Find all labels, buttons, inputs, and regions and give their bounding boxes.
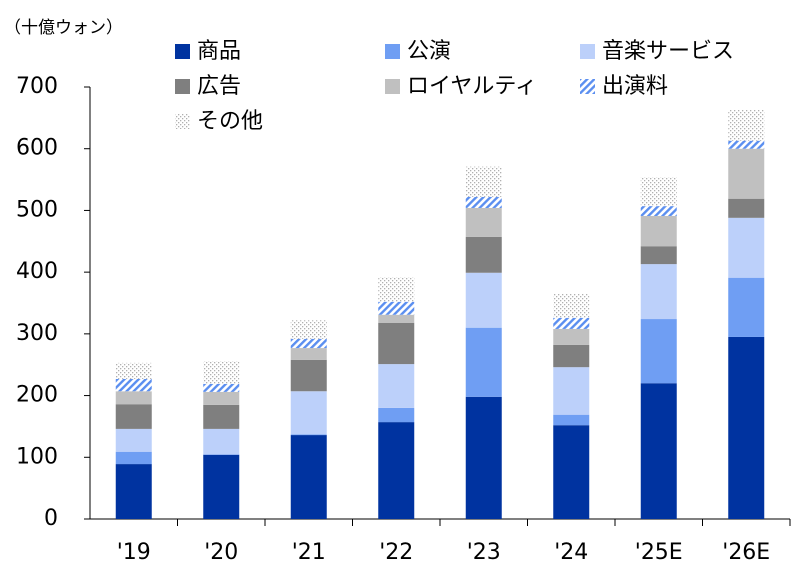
legend-swatch [175, 114, 190, 129]
legend-swatch [385, 79, 400, 94]
bar-segment [728, 109, 765, 141]
bar-segment [290, 348, 327, 360]
legend-label: その他 [197, 109, 263, 134]
bar-segment [203, 454, 240, 455]
bar-segment [553, 414, 590, 426]
bar-segment [640, 264, 677, 320]
bar-segment [115, 362, 152, 379]
y-tick-label: 300 [16, 321, 58, 346]
x-tick-label: '26E [722, 540, 770, 565]
bar-segment [640, 319, 677, 384]
bar-segment [553, 344, 590, 368]
x-tick-label: '24 [554, 540, 588, 565]
bar-segment [465, 166, 502, 197]
y-axis-unit: （十億ウォン） [4, 18, 123, 38]
legend-label: ロイヤルティ [407, 74, 537, 99]
y-tick-label: 200 [16, 383, 58, 408]
bar-segment [290, 338, 327, 349]
bar-segment [378, 322, 415, 365]
bar-segment [378, 277, 415, 302]
bar-segment [728, 277, 765, 337]
x-tick-label: '20 [204, 540, 238, 565]
bar-segment [290, 320, 327, 339]
bar-segment [553, 425, 590, 519]
bar-segment [553, 367, 590, 415]
y-tick-label: 500 [16, 197, 58, 222]
bar-segment [290, 434, 327, 436]
bar-segment [115, 451, 152, 465]
legend-swatch [580, 44, 595, 59]
bar-segment [728, 140, 765, 149]
legend-label: 音楽サービス [602, 39, 734, 64]
y-tick-label: 700 [16, 74, 58, 99]
bar-segment [115, 391, 152, 405]
x-tick-label: '22 [379, 540, 413, 565]
legend-swatch [175, 79, 190, 94]
bar-segment [640, 206, 677, 216]
bar-segment [465, 196, 502, 208]
legend-swatch [580, 79, 595, 94]
bar-segment [115, 464, 152, 519]
y-tick-label: 600 [16, 136, 58, 161]
legend-label: 商品 [197, 39, 241, 64]
y-tick-label: 100 [16, 444, 58, 469]
bar-segment [465, 236, 502, 273]
bar-segment [728, 336, 765, 519]
x-tick-label: '19 [117, 540, 151, 565]
bar-segment [290, 435, 327, 519]
bar-segment [115, 404, 152, 429]
bar-segment [728, 198, 765, 218]
bar-segment [465, 396, 502, 519]
x-tick-label: '21 [292, 540, 326, 565]
bar-segment [290, 391, 327, 435]
legend-label: 広告 [197, 74, 241, 99]
bar-segment [203, 404, 240, 429]
bar-segment [553, 317, 590, 329]
y-tick-label: 0 [44, 506, 58, 531]
bar-segment [378, 364, 415, 408]
bar-segment [553, 293, 590, 318]
bar-segment [203, 383, 240, 392]
bar-segment [640, 383, 677, 519]
bar-segment [553, 328, 590, 345]
bar-segment [640, 246, 677, 265]
bar-segment [203, 361, 240, 384]
bar-segment [728, 148, 765, 199]
legend-label: 公演 [407, 39, 451, 64]
legend-label: 出演料 [602, 74, 668, 99]
bar-segment [378, 301, 415, 315]
legend-swatch [385, 44, 400, 59]
bar-segment [640, 215, 677, 247]
bar-segment [115, 378, 152, 392]
bar-segment [378, 422, 415, 519]
x-tick-label: '23 [467, 540, 501, 565]
bar-segment [203, 428, 240, 455]
x-tick-label: '25E [635, 540, 683, 565]
bar-segment [640, 177, 677, 207]
bar-segment [290, 359, 327, 392]
bar-segment [115, 428, 152, 452]
bar-segment [378, 314, 415, 323]
legend-swatch [175, 44, 190, 59]
bar-segment [465, 327, 502, 397]
bar-segment [203, 454, 240, 519]
y-tick-label: 400 [16, 259, 58, 284]
bar-segment [465, 207, 502, 237]
bar-segment [378, 407, 415, 423]
bar-segment [203, 391, 240, 405]
bar-segment [728, 217, 765, 278]
bar-segment [465, 272, 502, 328]
